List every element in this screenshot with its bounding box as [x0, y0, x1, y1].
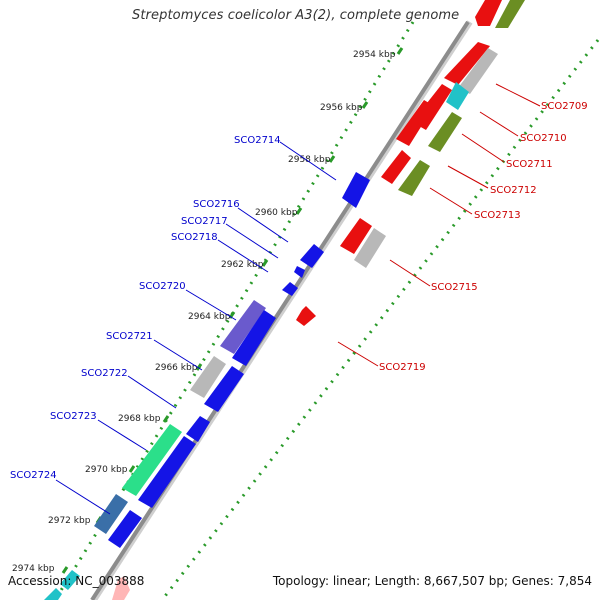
gene-feature[interactable] — [495, 0, 525, 28]
reverse-leaders — [337, 83, 541, 367]
gene-feature[interactable] — [354, 228, 386, 268]
forward-leaders — [55, 141, 337, 515]
reverse-gene-labels: SCO2709 SCO2710 SCO2711 SCO2712 SCO2713 … — [379, 101, 588, 373]
gene-label[interactable]: SCO2711 — [506, 159, 553, 170]
gene-feature[interactable] — [112, 576, 130, 600]
dotted-track-right — [160, 39, 600, 600]
gene-feature[interactable] — [122, 424, 182, 496]
ruler-labels: 2954 kbp 2956 kbp 2958 kbp 2960 kbp 2962… — [12, 50, 396, 574]
gene-label[interactable]: SCO2721 — [106, 331, 153, 342]
gene-label[interactable]: SCO2717 — [181, 216, 228, 227]
gene-feature[interactable] — [340, 218, 372, 254]
gene-feature[interactable] — [381, 150, 411, 184]
gene-label[interactable]: SCO2709 — [541, 101, 588, 112]
tick-label: 2968 kbp — [118, 414, 161, 424]
map-title: Streptomyces coelicolor A3(2), complete … — [132, 8, 460, 23]
ruler-ticks — [61, 47, 404, 574]
gene-feature[interactable] — [458, 48, 498, 94]
gene-feature[interactable] — [204, 366, 244, 412]
tick-label: 2956 kbp — [320, 103, 363, 113]
gene-feature[interactable] — [446, 82, 469, 110]
gene-feature[interactable] — [398, 160, 430, 196]
forward-strand-genes — [44, 172, 370, 600]
gene-feature[interactable] — [444, 42, 490, 85]
tick-label: 2964 kbp — [188, 312, 231, 322]
tick-label: 2972 kbp — [48, 516, 91, 526]
gene-label[interactable]: SCO2719 — [379, 362, 426, 373]
gene-feature[interactable] — [475, 0, 502, 26]
gene-feature[interactable] — [342, 172, 370, 208]
gene-feature[interactable] — [300, 244, 324, 268]
gene-feature[interactable] — [60, 570, 80, 590]
gene-feature[interactable] — [428, 112, 462, 152]
gene-feature[interactable] — [296, 306, 316, 326]
reverse-strand-genes — [112, 0, 525, 600]
gene-label[interactable]: SCO2713 — [474, 210, 521, 221]
tick-label: 2958 kbp — [288, 155, 331, 165]
gene-feature[interactable] — [232, 310, 276, 366]
tick-label: 2960 kbp — [255, 208, 298, 218]
accession-label: Accession: NC_003888 — [8, 574, 145, 588]
gene-label[interactable]: SCO2714 — [234, 135, 281, 146]
gene-label[interactable]: SCO2723 — [50, 411, 97, 422]
tick-label: 2970 kbp — [85, 465, 128, 475]
genome-summary: Topology: linear; Length: 8,667,507 bp; … — [272, 574, 592, 588]
gene-label[interactable]: SCO2722 — [81, 368, 128, 379]
gene-label[interactable]: SCO2712 — [490, 185, 537, 196]
gene-feature[interactable] — [220, 300, 266, 354]
gene-feature[interactable] — [138, 436, 196, 508]
gene-label[interactable]: SCO2724 — [10, 470, 57, 481]
gene-feature[interactable] — [94, 494, 128, 534]
tick-label: 2966 kbp — [155, 363, 198, 373]
gene-feature[interactable] — [186, 416, 210, 442]
gene-feature[interactable] — [190, 356, 226, 398]
gene-label[interactable]: SCO2716 — [193, 199, 240, 210]
backbone-line — [90, 20, 470, 600]
tick-label: 2954 kbp — [353, 50, 396, 60]
tick-label: 2962 kbp — [221, 260, 264, 270]
gene-label[interactable]: SCO2710 — [520, 133, 567, 144]
gene-label[interactable]: SCO2720 — [139, 281, 186, 292]
gene-feature[interactable] — [44, 588, 62, 600]
gene-label[interactable]: SCO2718 — [171, 232, 218, 243]
forward-gene-labels: SCO2714 SCO2716 SCO2717 SCO2718 SCO2720 … — [10, 135, 281, 481]
gene-feature[interactable] — [282, 282, 298, 296]
gene-label[interactable]: SCO2715 — [431, 282, 478, 293]
gene-feature[interactable] — [294, 266, 305, 278]
gene-feature[interactable] — [108, 510, 142, 548]
gene-feature[interactable] — [396, 100, 434, 146]
tick-label: 2974 kbp — [12, 564, 55, 574]
